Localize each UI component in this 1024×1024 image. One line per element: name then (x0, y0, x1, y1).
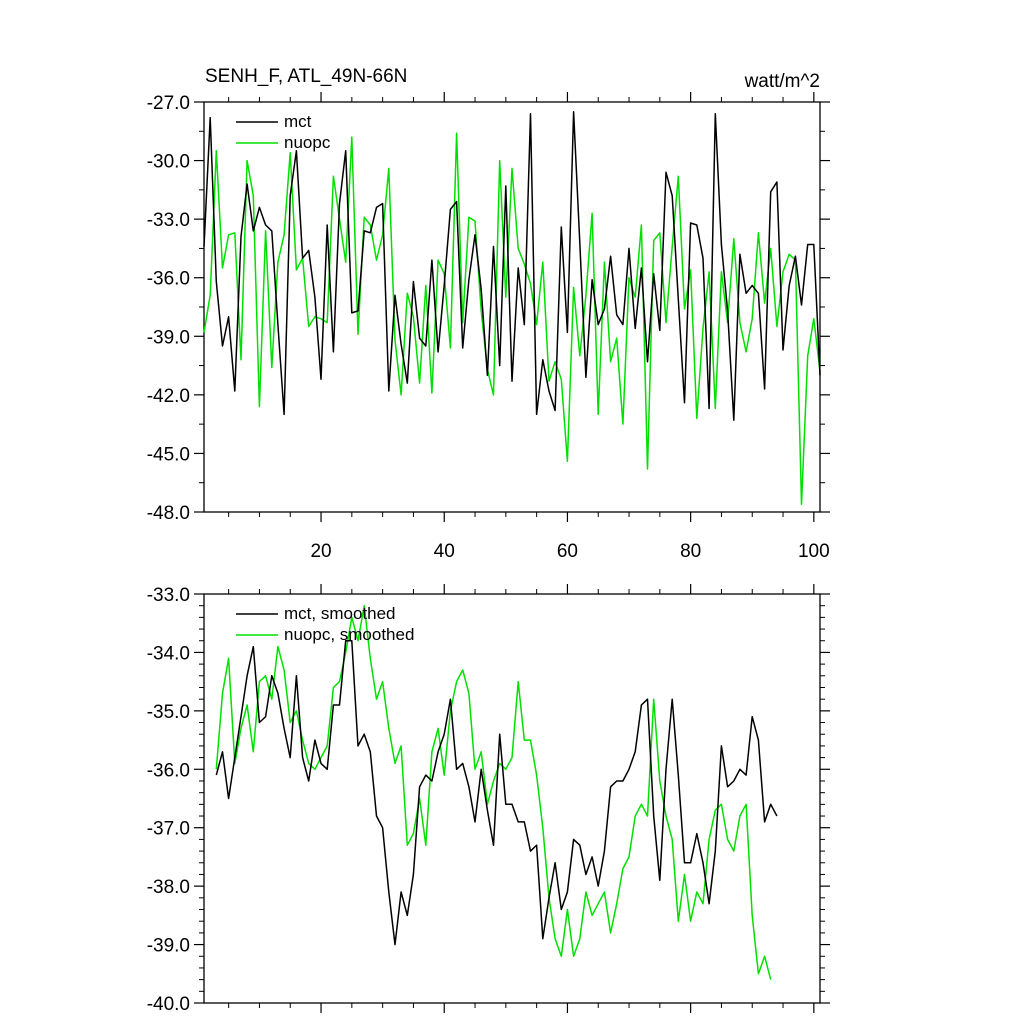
y-tick-label: -45.0 (147, 444, 190, 465)
x-tick-label: 100 (798, 541, 830, 562)
series-line-nuopc-smoothed (215, 604, 772, 980)
units-label: watt/m^2 (744, 71, 820, 92)
legend-label: nuopc (284, 133, 331, 152)
y-tick-label: -36.0 (147, 269, 190, 290)
y-tick-label: -30.0 (147, 152, 190, 173)
y-tick-label: -42.0 (147, 386, 190, 407)
chart-title: SENH_F, ATL_49N-66N (205, 66, 407, 87)
x-tick-label: 40 (434, 541, 455, 562)
y-tick-label: -36.0 (147, 760, 190, 781)
panel-bottom-frame (203, 593, 821, 1004)
y-tick-label: -38.0 (147, 877, 190, 898)
y-tick-label: -33.0 (147, 210, 190, 231)
y-tick-label: -37.0 (147, 819, 190, 840)
series-line-mct-smoothed (215, 639, 778, 946)
y-tick-label: -39.0 (147, 936, 190, 957)
legend-label: mct, smoothed (284, 604, 396, 623)
panel-top: -27.0 -30.0 -33.0 -36.0 -39.0 -42.0 -45.0 -48.0… (147, 92, 830, 562)
y-tick-label: -48.0 (147, 503, 190, 524)
series-line-mct (203, 111, 821, 421)
y-tick-label: -35.0 (147, 702, 190, 723)
y-tick-label: -27.0 (147, 93, 190, 114)
y-tick-label: -39.0 (147, 327, 190, 348)
x-tick-label: 20 (310, 541, 331, 562)
panel-bottom: -33.0 -34.0 -35.0 -36.0 -37.0 -38.0 -39.0 -40.0… (147, 584, 830, 1015)
series-line-nuopc (203, 132, 821, 505)
x-tick-label: 60 (557, 541, 578, 562)
y-tick-label: -40.0 (147, 994, 190, 1015)
y-tick-label: -34.0 (147, 643, 190, 664)
legend-label: nuopc, smoothed (284, 625, 414, 644)
x-tick-label: 80 (680, 541, 701, 562)
legend-label: mct (284, 112, 312, 131)
y-tick-label: -33.0 (147, 585, 190, 606)
